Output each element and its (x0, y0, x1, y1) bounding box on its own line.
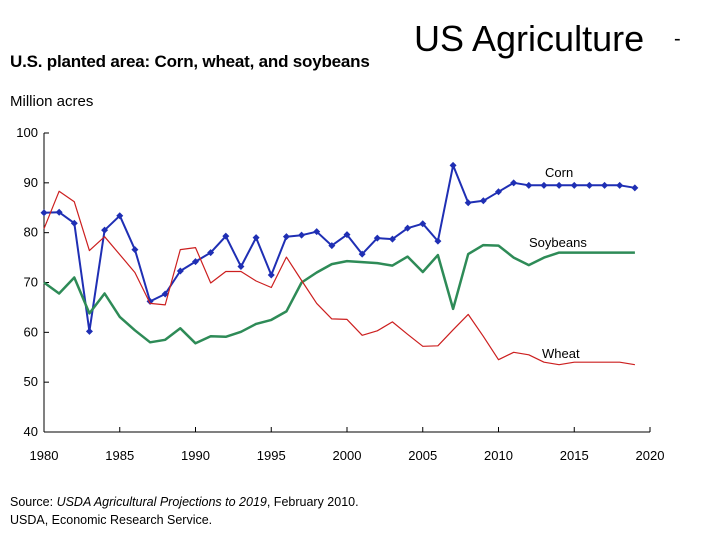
data-point-corn (237, 263, 245, 271)
series-label-soybeans: Soybeans (529, 235, 587, 250)
data-point-corn (55, 208, 63, 216)
data-point-corn (434, 237, 442, 245)
x-tick-label: 1995 (257, 448, 286, 463)
data-point-corn (495, 188, 502, 196)
y-tick-label: 50 (24, 374, 38, 389)
y-tick-label: 70 (24, 275, 38, 290)
data-point-corn (570, 181, 578, 189)
data-point-corn (601, 181, 609, 189)
x-tick-label: 2010 (484, 448, 513, 463)
source-agency: USDA, Economic Research Service. (10, 513, 213, 527)
x-tick-label: 2015 (560, 448, 589, 463)
data-point-corn (358, 250, 366, 258)
data-point-corn (510, 179, 518, 187)
slide-dash: - (674, 28, 681, 50)
series-line-corn (43, 164, 636, 333)
x-tick-label: 1985 (105, 448, 134, 463)
data-point-corn (85, 327, 93, 335)
data-point-corn (631, 184, 639, 192)
series-label-wheat: Wheat (542, 346, 580, 361)
y-tick-label: 100 (16, 125, 38, 140)
data-point-corn (116, 212, 124, 220)
source-note: Source: USDA Agricultural Projections to… (10, 493, 359, 529)
x-tick-label: 2020 (636, 448, 665, 463)
x-tick-label: 2000 (333, 448, 362, 463)
series-line-wheat (43, 190, 635, 366)
data-point-corn (252, 234, 260, 242)
data-point-corn (419, 220, 427, 228)
data-point-corn (449, 161, 457, 169)
data-point-corn (282, 233, 290, 241)
data-point-corn (328, 242, 336, 250)
source-suffix: , February 2010. (266, 495, 359, 509)
y-tick-label: 90 (24, 175, 38, 190)
data-point-corn (131, 246, 139, 254)
source-prefix: Source: (10, 495, 57, 509)
data-point-corn (373, 234, 381, 242)
data-point-corn (479, 197, 487, 205)
data-point-corn (70, 219, 78, 227)
data-point-corn (222, 232, 230, 240)
x-tick-label: 1980 (30, 448, 59, 463)
source-publication: USDA Agricultural Projections to 2019 (56, 495, 267, 509)
data-point-corn (298, 231, 306, 239)
data-point-corn (101, 226, 109, 234)
data-point-corn (161, 290, 169, 298)
y-axis-unit-label: Million acres (10, 93, 94, 110)
data-point-corn (540, 181, 548, 189)
series-line-soybeans (43, 243, 635, 345)
data-point-corn (404, 224, 412, 232)
data-point-corn (40, 209, 48, 217)
data-point-corn (388, 235, 396, 243)
data-point-corn (585, 181, 593, 189)
slide-title: US Agriculture (414, 18, 645, 59)
data-point-corn (192, 258, 199, 266)
chart-title: U.S. planted area: Corn, wheat, and soyb… (10, 52, 370, 71)
data-point-corn (525, 181, 533, 189)
data-point-corn (267, 271, 275, 279)
y-tick-label: 60 (24, 324, 38, 339)
series-label-corn: Corn (545, 165, 573, 180)
data-point-corn (464, 199, 472, 207)
y-tick-label: 40 (24, 424, 38, 439)
data-point-corn (616, 181, 624, 189)
data-point-corn (176, 267, 184, 275)
y-tick-label: 80 (24, 225, 38, 240)
x-tick-label: 1990 (181, 448, 210, 463)
data-point-corn (313, 228, 321, 236)
data-point-corn (343, 231, 351, 239)
data-point-corn (555, 181, 563, 189)
data-point-corn (207, 249, 215, 257)
x-tick-label: 2005 (408, 448, 437, 463)
